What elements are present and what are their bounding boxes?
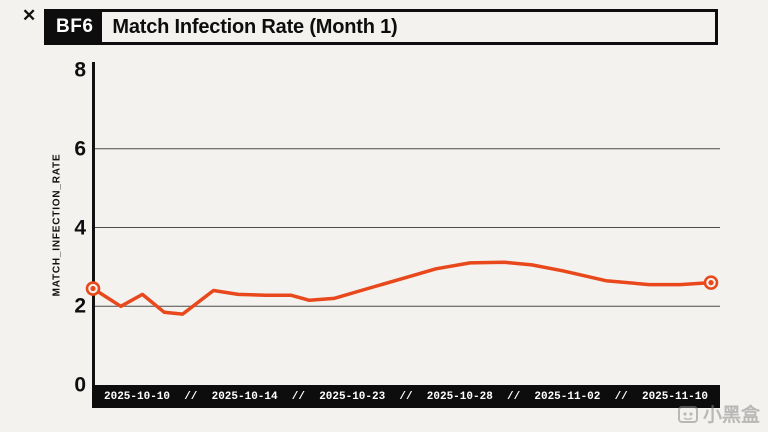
x-axis-label: 2025-10-14 <box>211 390 278 403</box>
bf6-badge: BF6 <box>47 12 103 42</box>
infection-rate-line <box>91 260 713 316</box>
chart-title: Match Infection Rate (Month 1) <box>112 15 398 38</box>
chart-header: BF6 Match Infection Rate (Month 1) <box>44 9 718 45</box>
endpoint-marker-dot <box>708 280 714 286</box>
y-tick-label: 2 <box>74 294 86 318</box>
y-tick-label: 8 <box>74 58 86 82</box>
x-axis-label: 2025-11-02 <box>534 390 601 403</box>
x-axis-label: 2025-10-23 <box>319 390 386 403</box>
x-label-separator: // <box>506 390 521 403</box>
watermark-text: 小黑盒 <box>702 405 760 426</box>
y-tick-label: 0 <box>74 373 86 397</box>
corner-x-mark: ✕ <box>22 6 37 25</box>
endpoint-marker-dot <box>90 285 96 292</box>
x-label-separator: // <box>399 390 413 403</box>
y-axis-ticks: 8 6 4 2 0 <box>40 58 86 396</box>
y-tick-label: 4 <box>74 216 86 239</box>
x-label-separator: // <box>291 390 305 403</box>
line-plot <box>85 62 720 385</box>
x-axis-label: 2025-10-10 <box>104 390 171 403</box>
x-label-separator: // <box>614 390 628 403</box>
heybox-watermark: 小黑盒 <box>677 400 760 427</box>
x-axis-label: 2025-11-10 <box>641 390 708 403</box>
heybox-logo-icon <box>677 405 698 423</box>
x-axis-bar: 2025-10-10 // 2025-10-14 // 2025-10-23 // 2025… <box>92 385 720 408</box>
x-axis-label: 2025-10-28 <box>426 390 493 403</box>
x-label-separator: // <box>184 390 198 403</box>
y-tick-label: 6 <box>74 137 86 161</box>
